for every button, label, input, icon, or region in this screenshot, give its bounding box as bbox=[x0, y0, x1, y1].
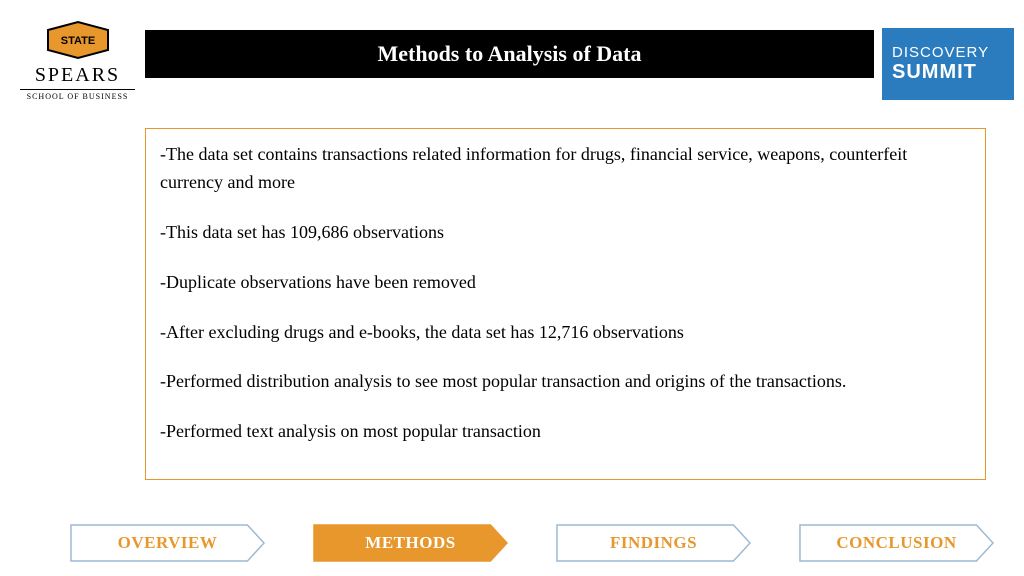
badge-text: STATE bbox=[60, 35, 94, 47]
nav-label: OVERVIEW bbox=[118, 533, 218, 553]
nav-label: METHODS bbox=[365, 533, 455, 553]
header: STATE SPEARS SCHOOL OF BUSINESS Methods … bbox=[0, 20, 1024, 100]
spears-title: SPEARS bbox=[20, 64, 135, 87]
page-title: Methods to Analysis of Data bbox=[145, 30, 874, 78]
bullet-item: -This data set has 109,686 observations bbox=[160, 219, 971, 247]
nav-conclusion[interactable]: CONCLUSION bbox=[799, 524, 994, 562]
nav-bar: OVERVIEW METHODS FINDINGS CONCLUSION bbox=[70, 524, 994, 562]
nav-methods[interactable]: METHODS bbox=[313, 524, 508, 562]
spears-subtitle: SCHOOL OF BUSINESS bbox=[20, 89, 135, 101]
bullet-item: -After excluding drugs and e-books, the … bbox=[160, 319, 971, 347]
bullet-item: -Performed text analysis on most popular… bbox=[160, 418, 971, 446]
nav-findings[interactable]: FINDINGS bbox=[556, 524, 751, 562]
state-badge-icon: STATE bbox=[44, 20, 112, 60]
content-box: -The data set contains transactions rela… bbox=[145, 128, 986, 480]
right-logo: DISCOVERY SUMMIT bbox=[882, 28, 1014, 100]
nav-overview[interactable]: OVERVIEW bbox=[70, 524, 265, 562]
right-logo-line1: DISCOVERY bbox=[892, 44, 1014, 61]
right-logo-line2: SUMMIT bbox=[892, 61, 1014, 84]
nav-label: CONCLUSION bbox=[836, 533, 956, 553]
bullet-item: -The data set contains transactions rela… bbox=[160, 141, 971, 197]
bullet-item: -Duplicate observations have been remove… bbox=[160, 269, 971, 297]
bullet-item: -Performed distribution analysis to see … bbox=[160, 368, 971, 396]
nav-label: FINDINGS bbox=[610, 533, 697, 553]
left-logo: STATE SPEARS SCHOOL OF BUSINESS bbox=[20, 20, 135, 101]
